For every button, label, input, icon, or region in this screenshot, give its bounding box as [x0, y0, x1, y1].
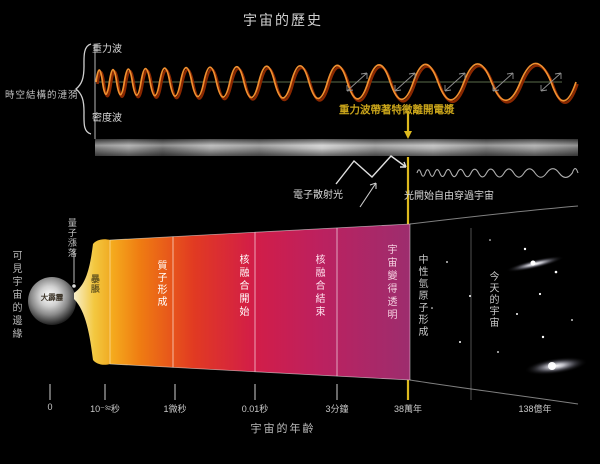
imprint-arrowhead — [404, 131, 412, 139]
tick-label-4: 3分鐘 — [325, 404, 349, 414]
gravitational-wave-label: 重力波 — [92, 44, 122, 55]
axis-ticks — [49, 384, 338, 400]
stage-label-modern-universe: 今天的宇宙 — [487, 271, 498, 329]
density-wave-label: 密度波 — [92, 113, 122, 124]
quantum-pointer-dot — [72, 284, 76, 288]
spacetime-ripples-label: 時空結構的漣漪 — [5, 90, 79, 101]
page-title: 宇宙的歷史 — [243, 12, 323, 28]
density-wave-bar — [95, 139, 578, 156]
tick-label-0: 0 — [47, 402, 53, 412]
tick-label-5: 38萬年 — [393, 404, 423, 414]
stage-label-protons-form: 質子形成 — [155, 260, 166, 308]
scatter-zigzag — [335, 155, 407, 185]
big-bang-label: 大霹靂 — [40, 293, 64, 302]
electron-scatter-label: 電子散射光 — [293, 190, 343, 201]
star-dots — [431, 239, 573, 353]
tick-label-6: 138億年 — [518, 404, 552, 414]
visible-universe-edge-label: 可見宇宙的邊緣 — [10, 250, 21, 341]
inflation-label: 暴脹 — [89, 274, 100, 294]
galaxy-icon-2 — [524, 356, 588, 376]
gravitational-wave-chirp — [95, 62, 577, 102]
scatter-pointer-arrow — [359, 182, 377, 208]
stage-label-fusion-ends: 核融合結束 — [313, 254, 324, 319]
inflation-funnel — [74, 239, 110, 365]
stage-label-universe-transparent: 宇宙變得透明 — [385, 244, 396, 322]
tick-label-3: 0.01秒 — [241, 404, 269, 414]
tick-label-2: 1微秒 — [163, 404, 187, 414]
expansion-envelope-top — [409, 205, 579, 225]
tick-label-1: 10⁻³²秒 — [90, 404, 120, 414]
plasma-imprint-label: 重力波帶著特徵離開電漿 — [339, 104, 455, 116]
big-bang-sphere — [28, 277, 76, 325]
galaxy-icon-1 — [505, 255, 565, 273]
expansion-envelope-bottom — [409, 379, 579, 405]
stage-label-neutral-hydrogen: 中性氫原子形成 — [416, 254, 427, 338]
free-light-label: 光開始自由穿過宇宙 — [404, 191, 494, 202]
free-light-wave — [416, 168, 579, 178]
polarization-arrows — [346, 72, 562, 92]
axis-title: 宇宙的年齡 — [250, 423, 316, 435]
quantum-fluctuation-label: 量子漲落 — [66, 218, 77, 258]
brace-icon — [74, 43, 92, 135]
stage-label-fusion-begins: 核融合開始 — [237, 254, 248, 319]
epoch-separators — [172, 227, 338, 377]
